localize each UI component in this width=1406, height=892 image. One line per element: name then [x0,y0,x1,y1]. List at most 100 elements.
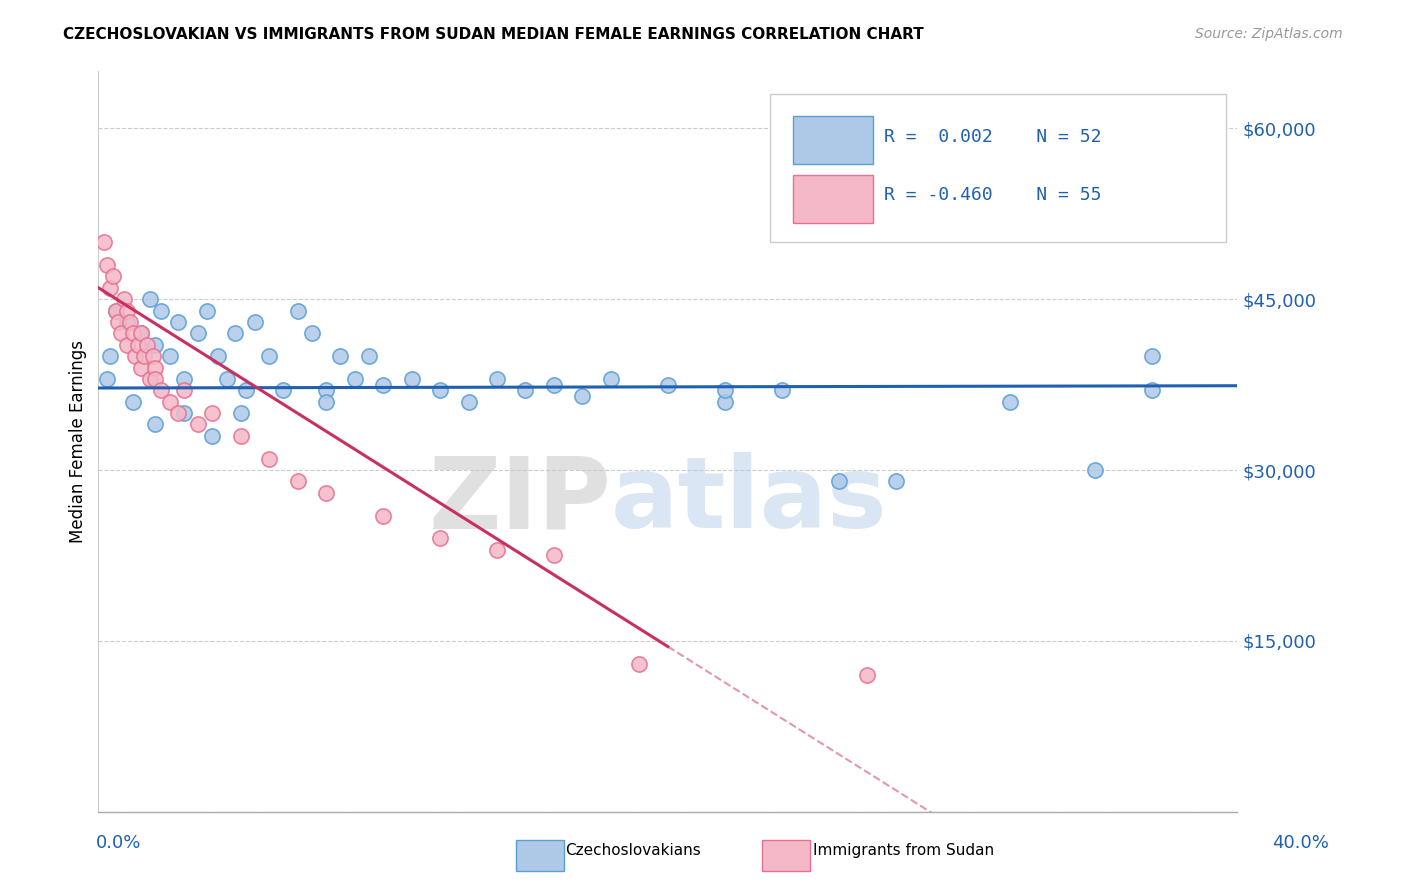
Point [457,394,479,409]
Point [150,303,173,318]
Point [187,417,209,432]
Point [371,377,394,392]
FancyBboxPatch shape [770,94,1226,242]
Point [315,384,337,398]
Point [515,384,537,398]
Point [104,303,127,318]
Point [173,372,195,386]
Point [207,349,229,363]
Text: R = -0.460    N = 55: R = -0.460 N = 55 [884,186,1102,204]
Point [104,303,127,318]
Point [96,258,118,272]
Point [315,485,337,500]
Text: 40.0%: 40.0% [1272,834,1329,852]
FancyBboxPatch shape [793,175,873,223]
Point [129,360,152,375]
Point [115,337,138,351]
Point [129,326,152,341]
Point [543,549,565,563]
Point [121,394,143,409]
Y-axis label: Median Female Earnings: Median Female Earnings [69,340,87,543]
Point [543,377,565,392]
Point [235,384,257,398]
Point [998,394,1021,409]
Point [229,429,252,443]
Point [159,349,181,363]
Point [828,475,851,489]
Point [571,389,593,403]
Point [145,360,167,375]
Point [98,349,121,363]
Point [224,326,246,341]
Point [173,384,195,398]
Point [138,372,160,386]
Point [115,315,138,329]
Point [101,269,124,284]
Point [259,349,281,363]
Point [429,532,451,546]
Point [628,657,651,671]
Point [173,406,195,420]
Point [287,475,309,489]
Point [600,372,623,386]
Point [159,394,181,409]
Point [770,384,793,398]
Point [657,377,679,392]
Text: atlas: atlas [612,452,887,549]
Point [118,315,141,329]
Point [201,429,224,443]
Point [714,384,737,398]
Text: Source: ZipAtlas.com: Source: ZipAtlas.com [1195,27,1343,41]
Point [287,303,309,318]
Text: Immigrants from Sudan: Immigrants from Sudan [813,843,994,857]
Point [132,349,155,363]
Point [124,349,146,363]
Point [115,303,138,318]
Point [145,372,167,386]
Point [107,315,129,329]
Point [167,315,190,329]
Point [167,406,190,420]
Text: CZECHOSLOVAKIAN VS IMMIGRANTS FROM SUDAN MEDIAN FEMALE EARNINGS CORRELATION CHAR: CZECHOSLOVAKIAN VS IMMIGRANTS FROM SUDAN… [63,27,924,42]
Point [1084,463,1107,477]
Point [121,326,143,341]
Point [429,384,451,398]
Point [150,384,173,398]
Point [145,337,167,351]
Point [229,406,252,420]
Point [243,315,266,329]
Point [129,326,152,341]
Point [145,417,167,432]
Point [714,394,737,409]
Point [187,326,209,341]
Point [301,326,323,341]
Text: Czechoslovakians: Czechoslovakians [565,843,702,857]
Point [343,372,366,386]
Text: ZIP: ZIP [427,452,612,549]
Point [201,406,224,420]
Point [215,372,238,386]
Point [315,394,337,409]
Point [1140,349,1163,363]
Point [127,337,149,351]
Point [112,292,135,306]
Text: R =  0.002    N = 52: R = 0.002 N = 52 [884,128,1102,145]
Point [141,349,163,363]
Point [884,475,907,489]
Text: 0.0%: 0.0% [96,834,141,852]
Point [98,281,121,295]
Point [96,372,118,386]
Point [259,451,281,466]
Point [195,303,218,318]
Point [135,337,157,351]
Point [273,384,295,398]
Point [93,235,115,250]
Point [357,349,380,363]
Point [329,349,352,363]
Point [110,326,132,341]
Point [1140,384,1163,398]
Point [486,542,509,557]
Point [138,292,160,306]
Point [856,668,879,682]
Point [486,372,509,386]
